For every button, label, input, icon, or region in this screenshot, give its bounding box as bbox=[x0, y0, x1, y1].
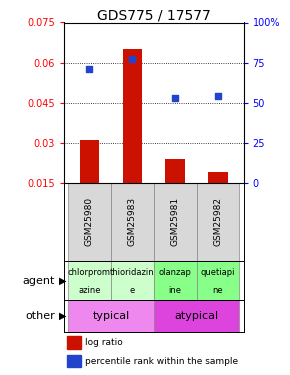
Title: GDS775 / 17577: GDS775 / 17577 bbox=[97, 9, 211, 22]
Text: ▶: ▶ bbox=[59, 276, 67, 285]
Text: olanzap: olanzap bbox=[159, 268, 191, 277]
Point bbox=[87, 66, 92, 72]
Text: e: e bbox=[130, 286, 135, 295]
Bar bbox=[123, 49, 142, 183]
Text: other: other bbox=[25, 311, 55, 321]
Bar bbox=[154, 261, 197, 300]
Point bbox=[130, 56, 135, 62]
Text: GSM25980: GSM25980 bbox=[85, 197, 94, 246]
Text: GSM25983: GSM25983 bbox=[128, 197, 137, 246]
Bar bbox=[154, 183, 197, 261]
Text: GSM25981: GSM25981 bbox=[171, 197, 180, 246]
Text: GSM25982: GSM25982 bbox=[213, 197, 222, 246]
Text: typical: typical bbox=[92, 311, 130, 321]
Bar bbox=[68, 183, 111, 261]
Bar bbox=[197, 261, 239, 300]
Bar bbox=[68, 261, 111, 300]
Bar bbox=[197, 183, 239, 261]
Text: thioridazin: thioridazin bbox=[110, 268, 155, 277]
Point bbox=[215, 93, 220, 99]
Text: quetiapi: quetiapi bbox=[201, 268, 235, 277]
Text: chlorprom: chlorprom bbox=[68, 268, 111, 277]
Bar bbox=[68, 300, 154, 332]
Text: agent: agent bbox=[23, 276, 55, 285]
Text: ne: ne bbox=[213, 286, 223, 295]
Point bbox=[173, 95, 177, 101]
Bar bbox=[111, 183, 154, 261]
Text: percentile rank within the sample: percentile rank within the sample bbox=[85, 357, 238, 366]
Text: log ratio: log ratio bbox=[85, 338, 123, 347]
Bar bbox=[80, 140, 99, 183]
Text: ine: ine bbox=[168, 286, 182, 295]
Text: azine: azine bbox=[78, 286, 101, 295]
Bar bbox=[111, 261, 154, 300]
Text: ▶: ▶ bbox=[59, 311, 67, 321]
Text: atypical: atypical bbox=[175, 311, 219, 321]
Bar bbox=[154, 300, 239, 332]
Bar bbox=[166, 159, 185, 183]
Bar bbox=[67, 336, 81, 348]
Bar bbox=[67, 355, 81, 368]
Bar bbox=[208, 172, 228, 183]
